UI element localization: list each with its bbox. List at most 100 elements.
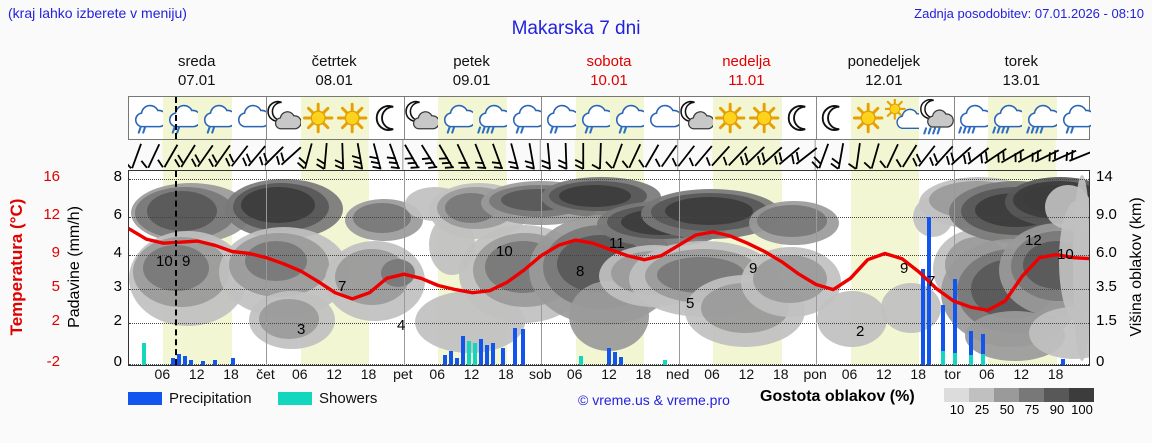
precipitation-bar <box>443 355 447 365</box>
time-tick-label: 06 <box>566 366 583 382</box>
day-date: 13.01 <box>1002 72 1041 89</box>
precipitation-bar <box>183 356 187 365</box>
day-name: nedelja <box>722 53 771 70</box>
precipitation-bar <box>449 351 453 365</box>
day-separator <box>403 97 405 139</box>
cloud-density-colorbar <box>944 388 1094 402</box>
density-tick-label: 90 <box>1049 402 1065 417</box>
temperature-value-label: 7 <box>338 278 347 295</box>
legend-item-showers: Showers <box>278 390 377 407</box>
temperature-value-label: 10 <box>156 253 173 270</box>
rain-cloud-icon <box>198 97 233 139</box>
temperature-value-label: 12 <box>1025 232 1042 249</box>
day-header-2: četrtek 08.01 <box>265 52 402 92</box>
sun-cloud-icon <box>884 97 920 139</box>
time-tick-label: 18 <box>910 366 926 382</box>
temperature-axis-title: Temperatura (°C) <box>4 170 30 366</box>
temperature-value-label: 3 <box>297 321 306 338</box>
precipitation-bar <box>969 331 973 365</box>
day-header-6: ponedeljek 12.01 <box>815 52 952 92</box>
precipitation-tick-4: 2 <box>113 311 122 329</box>
day-header-bar: sreda 07.01 četrtek 08.01 petek 09.01 sobota 10… <box>128 52 1090 92</box>
rain-cloud-icon <box>1057 97 1091 139</box>
precipitation-bar <box>613 352 617 365</box>
sun-icon <box>301 97 335 139</box>
temperature-value-label: 7 <box>927 273 936 290</box>
temperature-value-label: 9 <box>900 260 909 277</box>
cloud-height-tick-2: 6.0 <box>1096 244 1117 262</box>
heavy-rain-cloud-icon <box>473 97 507 139</box>
temperature-value-label: 9 <box>182 253 191 270</box>
sun-icon <box>335 97 369 139</box>
precipitation-bar <box>231 358 235 365</box>
day-date: 08.01 <box>315 72 353 89</box>
time-tick-label: 18 <box>772 366 789 382</box>
temperature-value-label: 5 <box>686 295 695 312</box>
precipitation-bar <box>485 345 489 365</box>
legend-swatch-precipitation <box>128 392 162 405</box>
time-tick-label: 06 <box>979 366 995 382</box>
cloud-height-tick-0: 14 <box>1096 167 1113 185</box>
density-tick-label: 50 <box>999 402 1015 417</box>
moon-cloud-icon <box>266 97 301 139</box>
precipitation-bar <box>461 336 465 365</box>
showers-bar <box>473 343 477 365</box>
temperature-tick-0: 16 <box>43 167 60 185</box>
showers-bar <box>663 360 667 365</box>
temperature-tick-2: 9 <box>51 244 60 262</box>
showers-bar <box>953 353 957 365</box>
copyright-label: © vreme.us & vreme.pro <box>578 392 730 408</box>
precipitation-bar <box>171 358 175 365</box>
time-tick-label: 18 <box>498 366 514 382</box>
showers-bar <box>941 351 945 365</box>
precipitation-bar <box>619 357 623 365</box>
time-tick-label: sob <box>528 366 552 382</box>
precipitation-bar <box>479 339 483 365</box>
current-time-marker-icons <box>174 97 177 139</box>
showers-bar <box>969 355 973 365</box>
precipitation-bar <box>521 329 525 365</box>
day-date: 07.01 <box>177 72 216 89</box>
day-header-7: torek 13.01 <box>953 52 1090 92</box>
heavy-rain-cloud-icon <box>954 97 988 139</box>
temperature-value-label: 4 <box>397 317 406 334</box>
density-tick-label: 10 <box>949 402 965 417</box>
temperature-value-label: 8 <box>576 263 585 280</box>
precipitation-bar <box>953 279 957 365</box>
time-tick-label: ned <box>666 366 690 382</box>
time-tick-label: 06 <box>704 366 720 382</box>
rain-cloud-icon <box>576 97 610 139</box>
time-tick-label: pet <box>393 366 413 382</box>
current-time-marker <box>174 171 177 365</box>
day-gridline <box>953 171 955 365</box>
cloud-height-axis-title-text: Višina oblakov (km) <box>1128 197 1145 337</box>
day-header-4: sobota 10.01 <box>540 52 677 92</box>
weather-icon-strip <box>128 96 1091 140</box>
time-tick-label: tor <box>944 366 961 382</box>
cloud-height-axis-title: Višina oblakov (km) <box>1124 170 1150 366</box>
rain-cloud-icon <box>507 97 542 139</box>
forecast-plot-area: 10 9 3 7 4 10 8 11 5 9 2 9 7 12 10 <box>128 170 1090 366</box>
rain-cloud-icon <box>129 97 164 139</box>
day-gridline <box>678 171 680 365</box>
time-tick-label: 12 <box>188 366 205 382</box>
page-title: Makarska 7 dni <box>511 18 641 39</box>
density-tick-label: 100 <box>1071 402 1093 417</box>
legend-item-precipitation: Precipitation <box>128 390 252 407</box>
time-tick-label: 06 <box>429 366 445 382</box>
day-name: sobota <box>586 53 632 70</box>
precipitation-bar <box>607 348 611 365</box>
density-swatch-10 <box>944 388 969 402</box>
moon-rain-cloud-icon <box>919 97 954 139</box>
precipitation-bar <box>491 343 495 365</box>
last-updated-label: Zadnja posodobitev: 07.01.2026 - 08:10 <box>914 6 1144 21</box>
precipitation-bar <box>921 269 925 365</box>
temperature-axis-title-text: Temperatura (°C) <box>7 198 26 336</box>
day-gridline <box>266 171 268 365</box>
heavy-rain-cloud-icon <box>1022 97 1057 139</box>
horizontal-gridline <box>129 217 1089 219</box>
temperature-value-label: 10 <box>496 243 513 260</box>
density-swatch-50 <box>994 388 1019 402</box>
horizontal-gridline <box>129 255 1089 257</box>
day-name: petek <box>453 53 490 70</box>
